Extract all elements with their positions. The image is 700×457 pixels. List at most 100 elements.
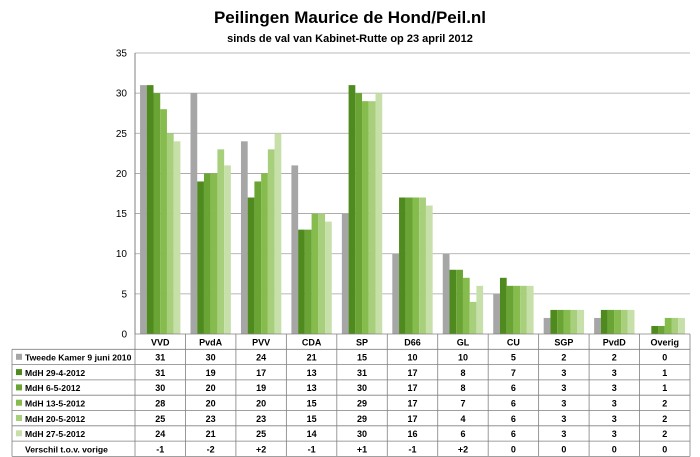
x-tick-label: PvdA	[199, 337, 223, 347]
y-tick-label: 10	[116, 249, 128, 260]
data-label: 17	[407, 414, 417, 424]
data-label: 6	[511, 414, 516, 424]
bar	[217, 149, 225, 334]
legend-label: MdH 13-5-2012	[25, 399, 85, 409]
bar	[563, 309, 571, 334]
bar	[355, 93, 363, 335]
bar	[570, 309, 578, 334]
data-label: 3	[561, 399, 566, 409]
bar	[153, 93, 161, 335]
bar	[247, 197, 255, 334]
data-label: 7	[460, 399, 465, 409]
data-label: 3	[561, 383, 566, 393]
chart-subtitle: sinds de val van Kabinet-Rutte op 23 apr…	[227, 33, 473, 45]
data-label: 15	[357, 353, 367, 363]
bar	[412, 197, 420, 334]
data-label: 3	[561, 429, 566, 439]
data-label: 3	[561, 414, 566, 424]
bar	[261, 173, 268, 334]
x-tick-label: VVD	[151, 337, 170, 347]
bar	[197, 181, 204, 334]
data-label: 10	[407, 353, 417, 363]
data-label: 19	[206, 368, 216, 378]
bar	[267, 149, 275, 334]
bar	[419, 197, 426, 334]
data-label: 17	[407, 399, 417, 409]
data-label: 29	[357, 399, 367, 409]
diff-value: 0	[662, 444, 667, 454]
bar	[594, 317, 601, 334]
data-label: 7	[511, 368, 516, 378]
data-label: 15	[307, 414, 317, 424]
bar	[543, 317, 551, 334]
data-label: 30	[206, 353, 216, 363]
data-label: 1	[662, 383, 667, 393]
y-tick-label: 25	[116, 129, 128, 140]
data-label: 14	[307, 429, 317, 439]
data-label: 2	[662, 429, 667, 439]
bar	[600, 309, 608, 334]
data-label: 19	[256, 383, 266, 393]
diff-value: -2	[207, 444, 215, 454]
legend-label: MdH 27-5-2012	[25, 429, 85, 439]
bar	[671, 317, 679, 334]
x-tick-label: SP	[356, 337, 368, 347]
diff-value: -1	[408, 444, 416, 454]
diff-row-label: Verschil t.o.v. vorige	[25, 444, 108, 454]
chart-title: Peilingen Maurice de Hond/Peil.nl	[213, 8, 487, 27]
data-label: 3	[612, 399, 617, 409]
data-label: 17	[407, 383, 417, 393]
bar	[318, 213, 326, 334]
bar	[476, 285, 484, 334]
bar	[224, 165, 231, 334]
legend-swatch	[16, 353, 22, 360]
bar	[627, 309, 635, 334]
data-label: 2	[662, 414, 667, 424]
bar	[425, 205, 433, 334]
y-tick-label: 5	[121, 289, 127, 300]
legend-label: Tweede Kamer 9 juni 2010	[25, 353, 132, 363]
bar	[658, 325, 665, 334]
legend-swatch	[16, 430, 22, 437]
data-label: 3	[612, 368, 617, 378]
bar	[173, 141, 181, 334]
bar	[513, 285, 521, 334]
data-label: 2	[662, 399, 667, 409]
bar	[399, 197, 406, 334]
data-label: 29	[357, 414, 367, 424]
data-label: 30	[357, 429, 367, 439]
bar	[160, 109, 167, 334]
legend-label: MdH 20-5-2012	[25, 414, 85, 424]
data-label: 30	[155, 383, 165, 393]
x-tick-label: GL	[457, 337, 470, 347]
bar	[304, 229, 312, 334]
bar	[362, 101, 369, 335]
data-label: 2	[561, 353, 566, 363]
bar	[240, 141, 248, 334]
x-tick-label: SGP	[554, 337, 573, 347]
data-label: 2	[612, 353, 617, 363]
legend-label: MdH 6-5-2012	[25, 383, 81, 393]
x-tick-label: PVV	[252, 337, 270, 347]
data-label: 3	[612, 429, 617, 439]
data-label: 6	[511, 383, 516, 393]
bar	[298, 229, 305, 334]
diff-value: -1	[308, 444, 316, 454]
x-tick-label: D66	[404, 337, 421, 347]
data-label: 20	[256, 399, 266, 409]
bar	[462, 277, 470, 334]
bar	[557, 309, 564, 334]
data-label: 21	[307, 353, 317, 363]
bar	[210, 173, 218, 334]
y-tick-label: 20	[116, 169, 128, 180]
data-label: 1	[662, 368, 667, 378]
bar	[405, 197, 413, 334]
data-label: 6	[460, 429, 465, 439]
bar	[203, 173, 211, 334]
data-label: 25	[256, 429, 266, 439]
data-label: 0	[662, 353, 667, 363]
legend-label: MdH 29-4-2012	[25, 368, 85, 378]
diff-value: +2	[256, 444, 266, 454]
diff-value: 0	[561, 444, 566, 454]
